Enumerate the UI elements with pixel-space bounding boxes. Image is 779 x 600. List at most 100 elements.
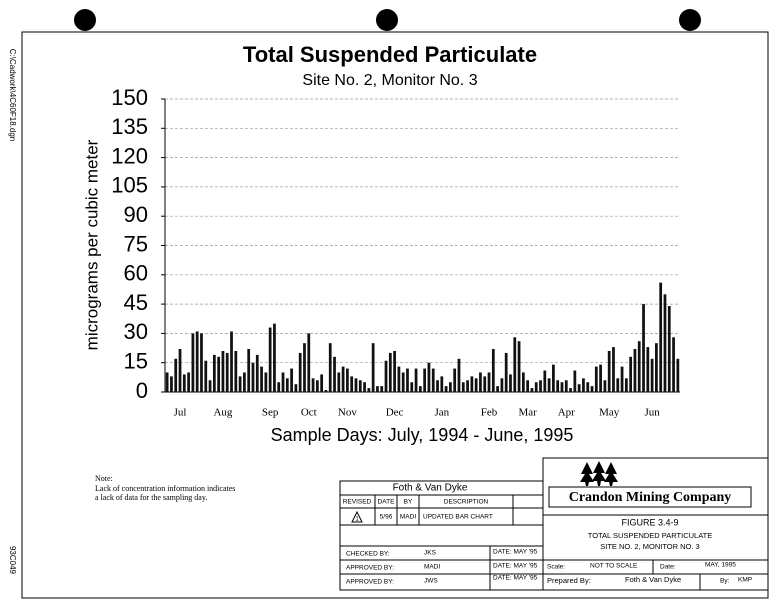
bar	[590, 386, 594, 392]
figure-title: TOTAL SUSPENDED PARTICULATE	[588, 531, 712, 540]
bar	[423, 368, 427, 392]
bar	[285, 378, 289, 392]
bar	[333, 356, 336, 392]
chart-subtitle: Site No. 2, Monitor No. 3	[302, 72, 477, 89]
bar	[354, 378, 358, 392]
note-line: Lack of concentration information indica…	[95, 484, 235, 493]
bar	[341, 366, 345, 392]
x-tick-label: Sep	[262, 407, 279, 419]
company-name: Crandon Mining Company	[569, 490, 732, 505]
bar	[294, 384, 298, 392]
file-path: C:\Cadwork\4C60F18.dgn	[8, 49, 17, 142]
scale-label: Scale:	[547, 564, 565, 571]
bar	[191, 333, 195, 392]
note: Note: Lack of concentration information …	[95, 474, 235, 502]
bar	[539, 380, 542, 392]
bar	[663, 294, 667, 392]
bar	[453, 368, 457, 392]
column-header: REVISED	[343, 499, 372, 506]
bar	[346, 368, 349, 392]
bar	[603, 380, 607, 392]
bar	[324, 390, 328, 392]
bar	[577, 384, 581, 392]
bar	[204, 360, 208, 392]
bar	[513, 337, 517, 392]
bar	[418, 386, 422, 392]
bar	[380, 386, 384, 392]
signoff-date: DATE: MAY '95	[493, 575, 538, 582]
bar	[187, 372, 190, 392]
note-heading: Note:	[95, 474, 113, 483]
bar	[586, 382, 590, 392]
bar	[599, 364, 602, 392]
bar	[290, 368, 293, 392]
bar	[642, 304, 645, 392]
bar	[410, 382, 414, 392]
bar	[337, 372, 341, 392]
bar	[470, 376, 474, 392]
x-tick-label: Jun	[644, 407, 660, 419]
bar	[363, 382, 366, 392]
bar	[552, 364, 555, 392]
y-tick-label: 30	[124, 319, 148, 344]
bar	[311, 378, 315, 392]
bar	[487, 372, 491, 392]
bar	[234, 350, 238, 392]
bar	[500, 378, 504, 392]
bar	[474, 378, 478, 392]
bar	[230, 331, 233, 392]
signoff-label: APPROVED BY:	[346, 565, 394, 572]
bar	[440, 376, 444, 392]
column-header: DATE	[378, 499, 396, 506]
bar	[243, 372, 246, 392]
x-tick-label: Feb	[481, 407, 498, 419]
bar	[431, 368, 435, 392]
bar	[517, 341, 521, 392]
bar	[397, 366, 401, 392]
bar	[547, 378, 551, 392]
logo-trees	[580, 461, 618, 486]
bar	[178, 349, 182, 392]
bar	[393, 350, 396, 392]
bar	[251, 362, 255, 392]
date-label: Date:	[660, 564, 676, 571]
revision-by: MADI	[400, 514, 416, 521]
bar	[569, 388, 572, 392]
bar	[320, 374, 324, 392]
company-box	[548, 486, 752, 508]
signoff-name: MADI	[424, 564, 440, 571]
bar	[594, 366, 598, 392]
bar	[633, 349, 637, 392]
revision-date: 5/96	[380, 514, 393, 521]
signoff-name: JWS	[424, 578, 438, 585]
revision-description: UPDATED BAR CHART	[423, 514, 493, 521]
y-tick-label: 75	[124, 231, 148, 256]
bar	[556, 380, 560, 392]
title-block: Foth & Van Dyke REVISED DATE BY DESCRIPT…	[339, 457, 769, 591]
bar	[212, 354, 216, 392]
bar	[444, 386, 448, 392]
bar	[384, 360, 388, 392]
bar	[659, 282, 663, 392]
revision-triangle	[351, 510, 363, 523]
y-tick-label: 120	[111, 143, 148, 168]
signoff-label: CHECKED BY:	[346, 551, 390, 558]
y-tick-label: 15	[124, 349, 148, 374]
revision-number: 1	[355, 517, 359, 523]
bar	[303, 343, 306, 392]
y-axis-label: micrograms per cubic meter	[82, 139, 101, 350]
bar	[461, 382, 465, 392]
chart-title: Total Suspended Particulate	[243, 42, 537, 67]
bar	[616, 378, 620, 392]
bar	[629, 356, 633, 392]
bar	[238, 376, 242, 392]
bar	[221, 350, 225, 392]
bar	[406, 368, 409, 392]
y-tick-label: 135	[111, 114, 148, 139]
y-tick-label: 105	[111, 173, 148, 198]
bar	[564, 380, 568, 392]
column-header: BY	[404, 499, 413, 506]
bar	[457, 358, 461, 392]
bar	[607, 350, 611, 392]
bar	[414, 368, 418, 392]
